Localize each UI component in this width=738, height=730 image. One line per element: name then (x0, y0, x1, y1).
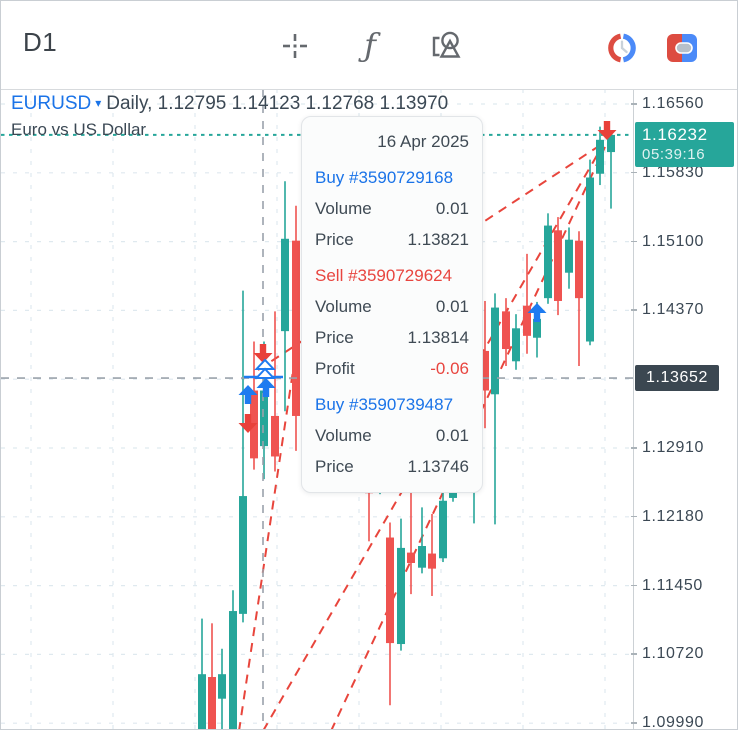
symbol-description: Euro vs US Dollar (11, 120, 147, 139)
price-axis-tick (631, 722, 637, 724)
symbol-dropdown-caret[interactable]: ▾ (95, 96, 102, 110)
tooltip-order-title: Sell #3590729624 (315, 265, 453, 285)
trade-panel-button[interactable] (659, 25, 705, 71)
tooltip-row: Profit -0.06 (315, 358, 469, 378)
price-axis-tick (631, 103, 637, 105)
price-axis-tick (631, 515, 637, 518)
price-axis-label: 1.15100 (642, 232, 705, 250)
crosshair-price-badge: 1.13652 (635, 365, 719, 392)
timeframe-label[interactable]: D1 (23, 27, 58, 57)
price-axis-label: 1.15830 (642, 163, 705, 181)
tooltip-row: Price 1.13746 (315, 456, 469, 476)
trade-toggle-icon (663, 32, 701, 64)
price-axis-label: 1.12910 (642, 439, 705, 456)
price-axis-label: 1.12180 (642, 507, 705, 525)
crosshair-tool-button[interactable] (272, 23, 318, 69)
tooltip-body: Buy #3590729168 Volume 0.01 Price 1.13821 Sel… (315, 162, 469, 482)
svg-text:ƒ: ƒ (358, 27, 381, 64)
shapes-icon (426, 27, 464, 65)
sessions-clock-icon (607, 33, 637, 63)
price-axis-label: 1.11450 (642, 576, 703, 594)
chart-header: EURUSD ▾ Daily, 1.12795 1.14123 1.12768 1.… (11, 91, 448, 142)
indicators-tool-button[interactable]: ƒ (347, 23, 393, 69)
price-axis[interactable]: 1.16560 1.15830 1.15100 1.14370 1.12910 1.121… (631, 89, 737, 730)
price-axis-tick (631, 584, 637, 587)
price-axis-tick (631, 447, 637, 449)
symbol-selector[interactable]: EURUSD (11, 93, 92, 114)
trade-details-tooltip: 16 Apr 2025 Buy #3590729168 Volume 0.01 Pri… (301, 116, 483, 493)
tooltip-row: Volume 0.01 (315, 296, 469, 316)
price-axis-label: 1.14370 (642, 301, 705, 319)
bar-countdown-timer: 05:39:16 (642, 145, 706, 163)
function-icon: ƒ (351, 27, 389, 65)
tooltip-order-title: Buy #3590729168 (315, 167, 454, 187)
ohlc-readout: Daily, 1.12795 1.14123 1.12768 1.13970 (106, 93, 449, 114)
top-toolbar: D1 ƒ (1, 1, 737, 90)
crosshair-icon (276, 27, 314, 65)
tooltip-row: Price 1.13821 (315, 229, 469, 249)
price-axis-tick (631, 653, 637, 655)
tooltip-row: Volume 0.01 (315, 425, 469, 445)
price-axis-tick (631, 171, 637, 174)
price-axis-label: 1.09990 (642, 714, 705, 730)
price-axis-label: 1.16560 (642, 95, 705, 112)
tooltip-order-title: Buy #3590739487 (315, 394, 454, 414)
current-price-badge: 1.16232 05:39:16 (635, 121, 734, 167)
price-axis-tick (631, 240, 637, 243)
tooltip-row: Volume 0.01 (315, 198, 469, 218)
tooltip-row: Price 1.13814 (315, 327, 469, 347)
market-sessions-button[interactable] (599, 25, 645, 71)
objects-tool-button[interactable] (422, 23, 468, 69)
current-price-value: 1.16232 (642, 124, 708, 144)
tooltip-date: 16 Apr 2025 (377, 131, 469, 151)
price-axis-tick (631, 309, 637, 311)
price-axis-label: 1.10720 (642, 645, 705, 663)
